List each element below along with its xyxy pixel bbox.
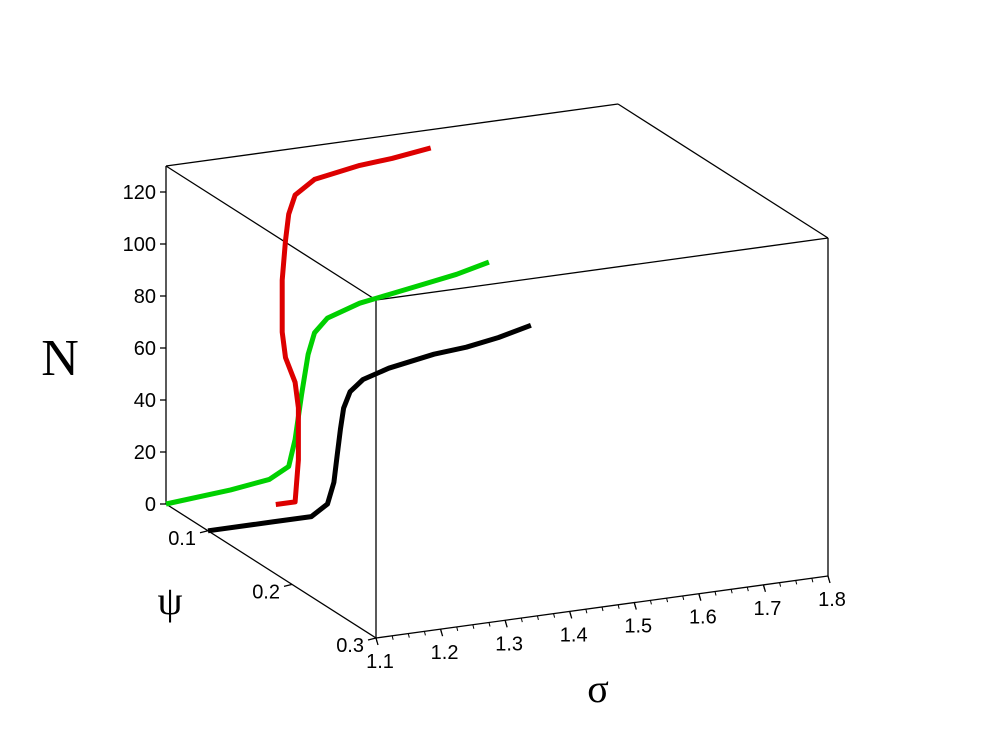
x-minor-tick xyxy=(504,620,507,625)
top-front-edge xyxy=(375,237,829,301)
bottom-left-edge xyxy=(165,503,377,639)
y-tick-label: 0.1 xyxy=(168,528,196,550)
axis-titles: N ψ σ xyxy=(41,330,609,711)
x-tick-label: 1.1 xyxy=(366,651,394,673)
x-minor-tick xyxy=(617,604,620,609)
x-minor-tick xyxy=(779,582,782,587)
z-tick-label: 40 xyxy=(134,390,156,412)
x-tick-label: 1.4 xyxy=(560,624,588,646)
z-tick-label: 60 xyxy=(134,338,156,360)
x-minor-tick xyxy=(585,609,588,614)
x-tick-label: 1.7 xyxy=(754,598,782,620)
z-tick-label: 20 xyxy=(134,442,156,464)
y-tick-mark xyxy=(199,530,209,534)
x-tick-label: 1.3 xyxy=(495,633,523,655)
z-tick-label: 0 xyxy=(145,494,156,516)
z-tick-label: 120 xyxy=(123,182,156,204)
x-minor-tick xyxy=(649,600,652,605)
z-tick-label: 80 xyxy=(134,286,156,308)
x-minor-tick xyxy=(682,595,685,601)
x-minor-tick xyxy=(730,589,733,594)
x-tick-label: 1.2 xyxy=(431,642,459,664)
top-back-edge xyxy=(165,103,619,167)
x-minor-tick xyxy=(375,637,378,643)
y-tick-label: 0.3 xyxy=(336,635,364,657)
x-minor-tick xyxy=(762,584,765,589)
bounding-box xyxy=(165,103,829,639)
x-minor-tick xyxy=(553,613,556,618)
x-minor-tick xyxy=(472,624,475,629)
z-tick-label: 100 xyxy=(123,234,156,256)
x-minor-tick xyxy=(569,611,572,616)
x-tick-label: 1.5 xyxy=(624,616,652,638)
x-minor-tick xyxy=(827,575,830,581)
x-minor-tick xyxy=(520,617,523,623)
y-tick-mark xyxy=(283,583,293,588)
x-minor-tick xyxy=(601,606,604,612)
y-tick-mark xyxy=(367,637,377,641)
x-axis-title: σ xyxy=(587,666,609,711)
x-minor-tick xyxy=(795,580,798,585)
x-minor-tick xyxy=(456,626,459,632)
x-minor-tick xyxy=(391,635,394,640)
x-minor-tick xyxy=(488,622,491,627)
data-curves xyxy=(165,145,532,534)
x-minor-tick xyxy=(811,578,814,583)
y-tick-label: 0.2 xyxy=(252,581,280,603)
top-right-edge xyxy=(617,103,829,239)
y-axis-title: ψ xyxy=(157,578,182,623)
x-minor-tick xyxy=(666,598,669,603)
series-curve-2 xyxy=(165,259,490,507)
x-minor-tick xyxy=(633,602,636,607)
series-curve-1 xyxy=(207,322,532,534)
x-minor-tick xyxy=(440,629,443,634)
x-minor-tick xyxy=(714,591,717,596)
x-minor-tick xyxy=(746,586,749,592)
series-curve-3 xyxy=(275,145,432,507)
x-minor-tick xyxy=(698,593,701,598)
z-axis-title: N xyxy=(41,330,79,387)
x-tick-label: 1.8 xyxy=(818,589,846,611)
x-tick-label: 1.6 xyxy=(689,607,717,629)
x-minor-tick xyxy=(407,633,410,638)
top-left-edge xyxy=(165,165,377,301)
tick-labels: 0 20 40 60 80 100 120 0.1 0.2 0.31.1 1.2 1.3 1.4 1.5 1… xyxy=(123,182,846,673)
x-minor-tick xyxy=(536,615,539,620)
x-minor-tick xyxy=(423,631,426,636)
